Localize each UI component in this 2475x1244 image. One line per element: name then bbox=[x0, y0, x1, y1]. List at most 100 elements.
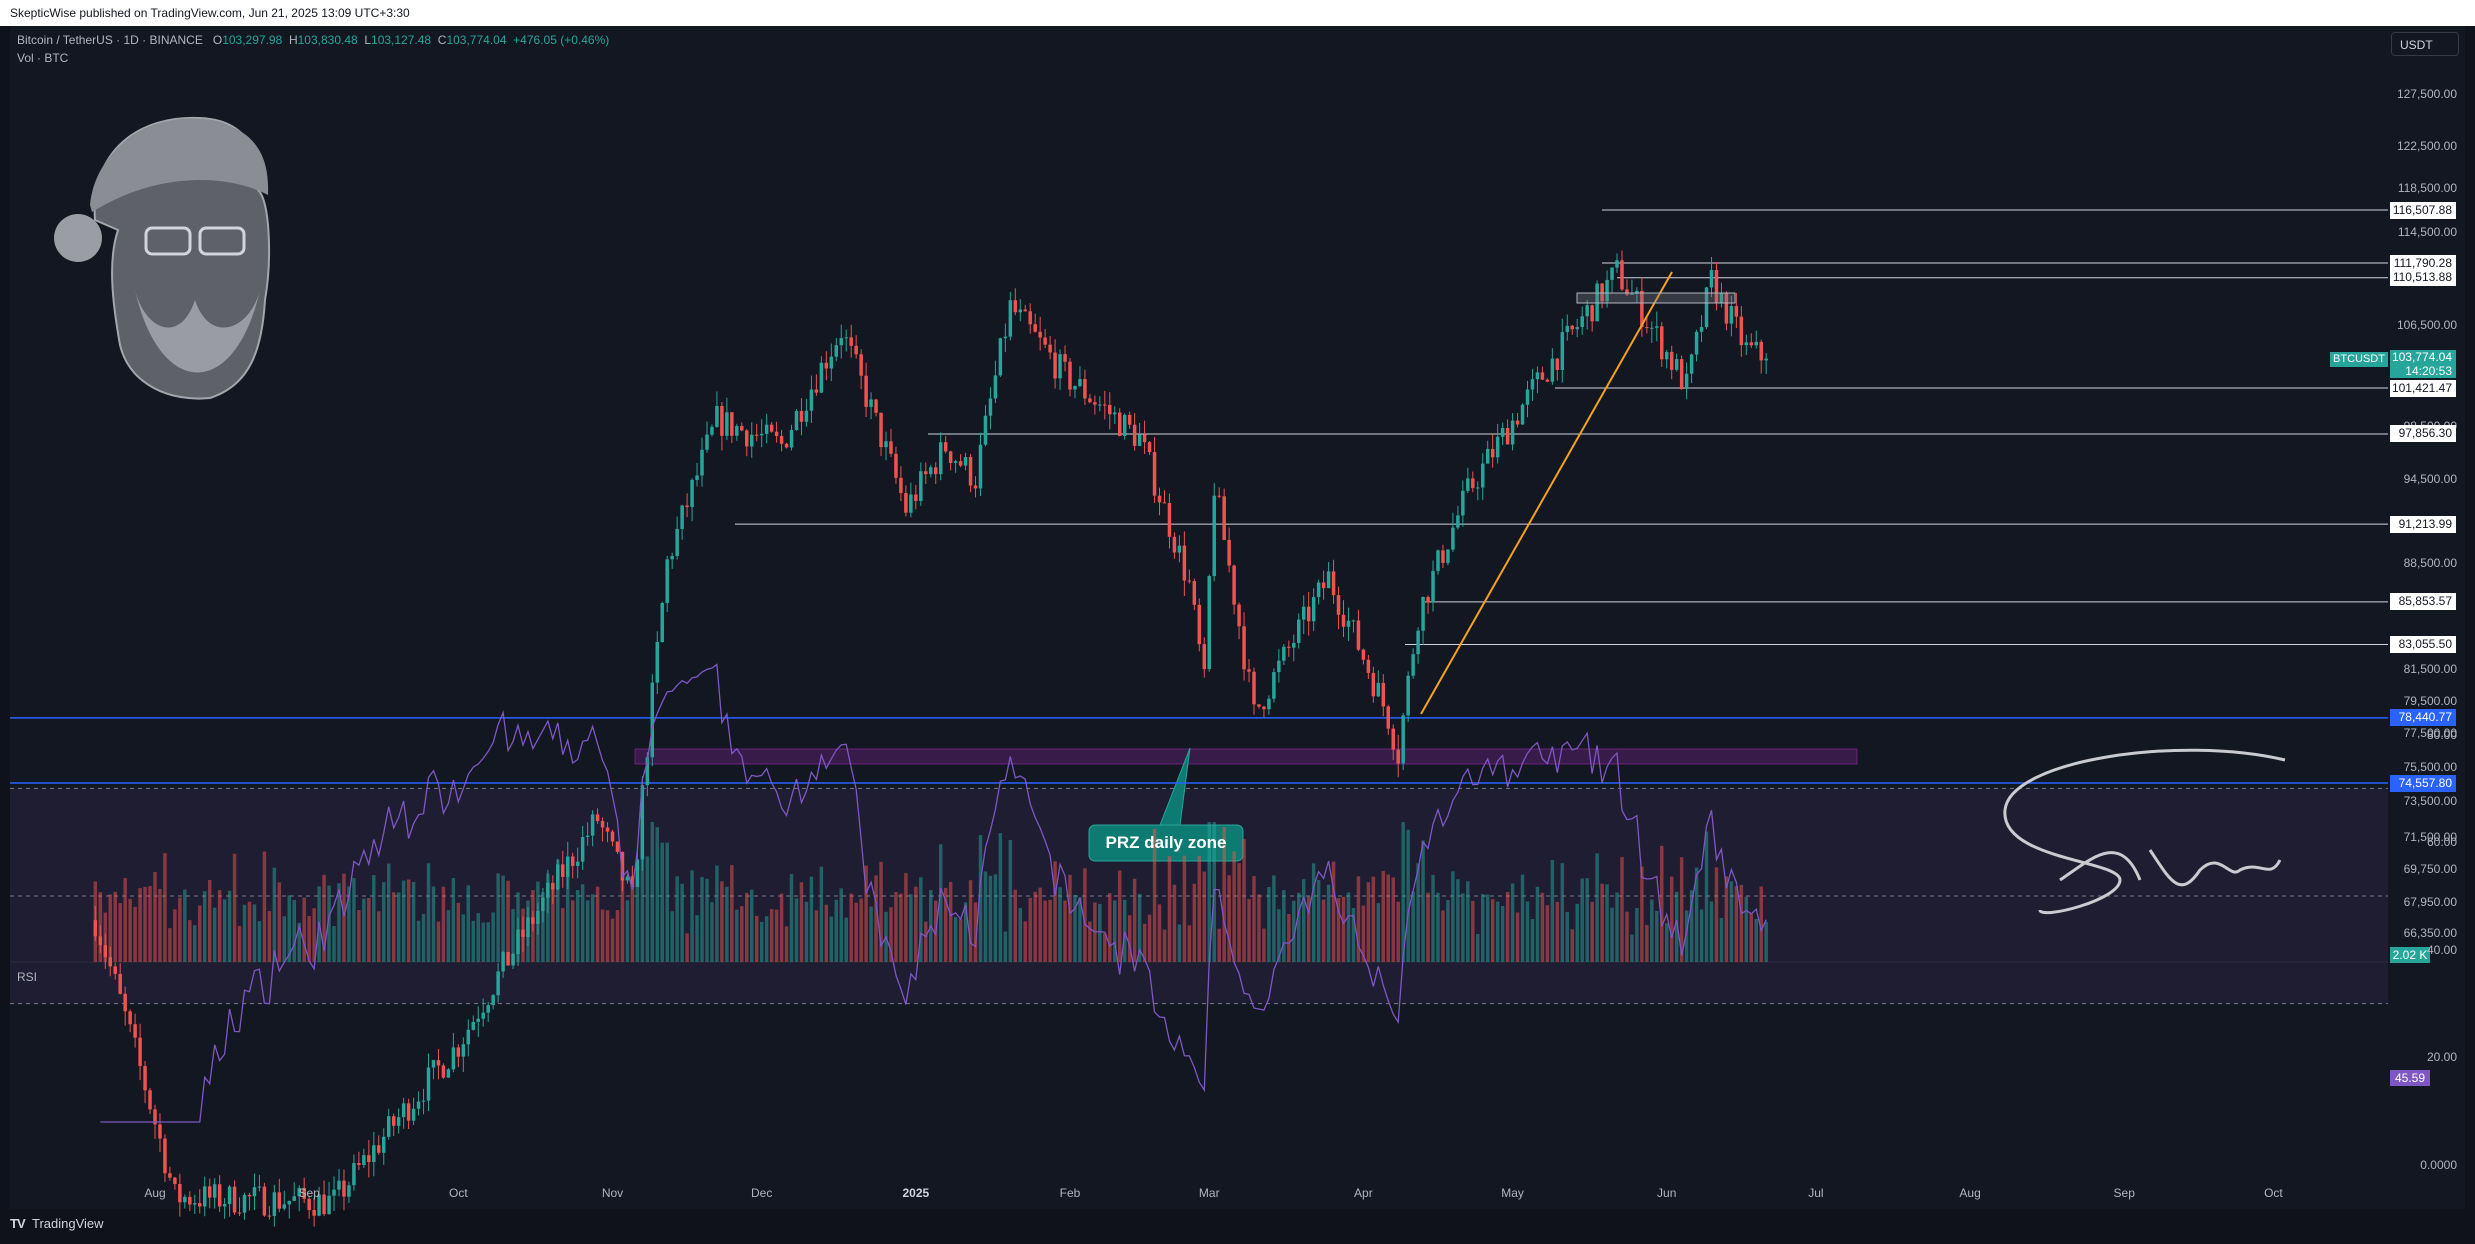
volume-bar bbox=[307, 915, 311, 962]
price-tick-label: 67,950.00 bbox=[2403, 895, 2457, 910]
volume-bar bbox=[1053, 861, 1057, 962]
volume-bar bbox=[1043, 900, 1047, 962]
candle-body bbox=[1232, 565, 1236, 605]
candle-body bbox=[958, 461, 963, 466]
candle-body bbox=[227, 1186, 232, 1205]
volume-bar bbox=[1048, 899, 1052, 962]
candle-body bbox=[337, 1180, 341, 1190]
volume-bar bbox=[1202, 871, 1207, 962]
candle-body bbox=[1585, 305, 1589, 317]
candle-body bbox=[1356, 620, 1361, 650]
currency-selector[interactable]: USDT bbox=[2391, 32, 2459, 56]
candle-body bbox=[1053, 352, 1057, 379]
candle-body bbox=[869, 399, 873, 407]
volume-bar bbox=[1520, 874, 1525, 962]
prz-zone-rect bbox=[634, 748, 1858, 765]
volume-bar bbox=[1466, 881, 1470, 962]
volume-bar bbox=[1441, 910, 1445, 962]
level-price-tag: 78,440.77 bbox=[2390, 709, 2456, 727]
candle-body bbox=[899, 477, 903, 494]
volume-bar bbox=[1426, 892, 1430, 962]
candle-body bbox=[933, 467, 938, 475]
candle-body bbox=[1018, 309, 1023, 313]
volume-bar bbox=[973, 902, 978, 962]
candle-body bbox=[98, 936, 103, 946]
volume-bar bbox=[481, 922, 485, 962]
volume-bar bbox=[1098, 903, 1102, 962]
candle-body bbox=[153, 1109, 157, 1125]
candle-body bbox=[511, 954, 515, 966]
high-value: 103,830.48 bbox=[297, 33, 358, 47]
volume-bar bbox=[551, 886, 555, 962]
volume-bar bbox=[1192, 883, 1197, 962]
candle-body bbox=[1003, 336, 1008, 339]
volume-bar bbox=[436, 921, 441, 962]
volume-bar bbox=[968, 880, 973, 962]
candle-body bbox=[1152, 452, 1157, 496]
volume-bar bbox=[1073, 894, 1077, 962]
candle-body bbox=[561, 864, 565, 877]
volume-bar bbox=[1590, 901, 1594, 962]
volume-bar bbox=[1023, 921, 1027, 962]
volume-bar bbox=[148, 886, 152, 962]
volume-bar bbox=[889, 907, 893, 962]
volume-bar bbox=[749, 889, 754, 962]
volume-bar bbox=[252, 904, 257, 962]
volume-bar bbox=[1242, 838, 1246, 962]
candle-body bbox=[1098, 404, 1102, 406]
candle-body bbox=[774, 431, 779, 437]
candle-body bbox=[1510, 420, 1515, 445]
candle-body bbox=[1446, 549, 1450, 563]
volume-bar bbox=[988, 875, 993, 962]
volume-bar bbox=[352, 878, 356, 962]
volume-bar bbox=[1759, 886, 1763, 962]
time-tick-label: Nov bbox=[601, 1186, 624, 1200]
volume-bar bbox=[1694, 867, 1699, 962]
time-tick-label: 2025 bbox=[902, 1186, 930, 1200]
santa-hat bbox=[90, 118, 269, 212]
volume-bar bbox=[511, 909, 515, 962]
time-tick-label: Jun bbox=[1657, 1186, 1677, 1200]
volume-bar bbox=[1640, 866, 1644, 962]
volume-bar bbox=[1137, 893, 1142, 962]
candle-body bbox=[1197, 604, 1202, 645]
candle-body bbox=[889, 441, 893, 454]
volume-bar bbox=[1620, 857, 1624, 962]
volume-bar bbox=[367, 897, 371, 962]
price-tick-label: 79,500.00 bbox=[2403, 693, 2457, 708]
volume-bar bbox=[1739, 884, 1744, 962]
candle-body bbox=[386, 1116, 391, 1137]
candle-body bbox=[799, 410, 804, 422]
candle-body bbox=[332, 1189, 336, 1196]
volume-bar bbox=[327, 885, 331, 962]
santa-glasses-right bbox=[198, 226, 246, 256]
candle-body bbox=[1525, 389, 1530, 405]
candle-body bbox=[551, 882, 555, 890]
santa-glasses-left bbox=[144, 226, 192, 256]
volume-bar bbox=[227, 890, 232, 962]
volume-bar bbox=[914, 886, 918, 962]
price-tick-label: 81,500.00 bbox=[2403, 661, 2457, 676]
volume-bar bbox=[128, 898, 132, 962]
volume-bar bbox=[282, 916, 287, 962]
low-value: 103,127.48 bbox=[371, 33, 432, 47]
tradingview-footer[interactable]: TV TradingView bbox=[10, 1216, 104, 1231]
volume-bar bbox=[1127, 915, 1132, 962]
volume-bar bbox=[1436, 892, 1440, 962]
candle-body bbox=[590, 814, 595, 836]
volume-bar bbox=[789, 874, 794, 962]
volume-bar bbox=[471, 920, 476, 962]
volume-bar bbox=[556, 859, 560, 962]
volume-bar bbox=[1122, 899, 1127, 962]
candle-body bbox=[1640, 290, 1644, 328]
price-tick-label: 127,500.00 bbox=[2396, 87, 2457, 102]
candle-body bbox=[844, 337, 848, 339]
candle-body bbox=[541, 897, 545, 912]
candle-body bbox=[655, 641, 659, 683]
candle-body bbox=[1495, 436, 1500, 458]
volume-bar bbox=[1530, 919, 1535, 962]
last-price-tag: 103,774.04 14:20:53 bbox=[2390, 350, 2456, 378]
candle-body bbox=[963, 457, 968, 466]
volume-bar bbox=[1655, 910, 1659, 962]
